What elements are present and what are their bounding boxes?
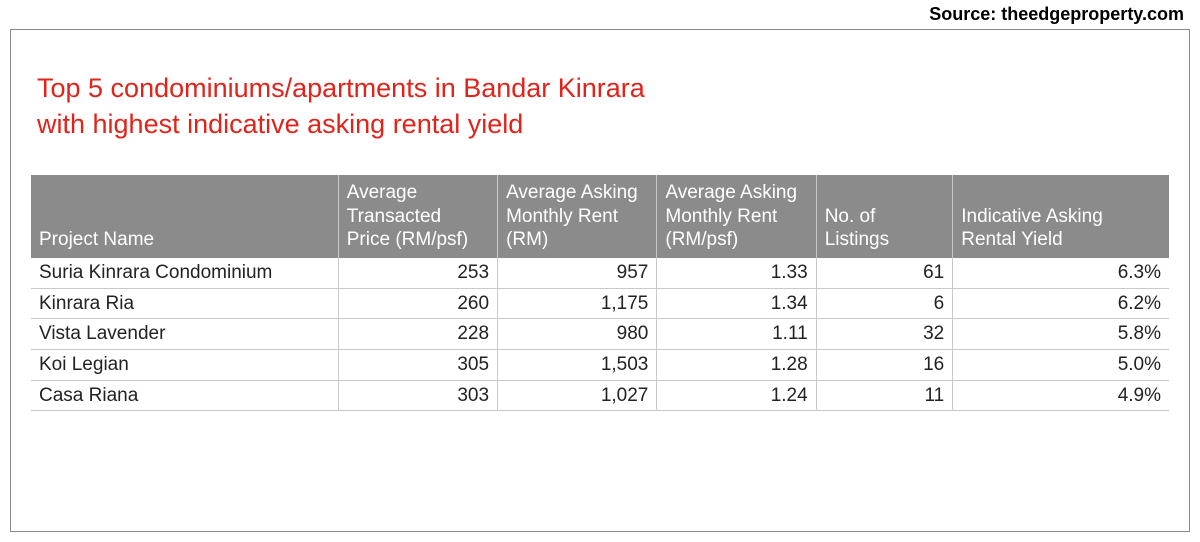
col-avg-rent-psf: Average Asking Monthly Rent (RM/psf) bbox=[657, 175, 816, 258]
col-avg-rent: Average Asking Monthly Rent (RM) bbox=[498, 175, 657, 258]
table-row: Suria Kinrara Condominium 253 957 1.33 6… bbox=[31, 258, 1169, 288]
cell-rent: 1,503 bbox=[498, 350, 657, 381]
table-header-row: Project Name Average Transacted Price (R… bbox=[31, 175, 1169, 258]
col-listings: No. of Listings bbox=[816, 175, 953, 258]
cell-yield: 6.2% bbox=[953, 288, 1169, 319]
table-body: Suria Kinrara Condominium 253 957 1.33 6… bbox=[31, 258, 1169, 411]
cell-name: Vista Lavender bbox=[31, 319, 338, 350]
cell-psf: 1.28 bbox=[657, 350, 816, 381]
col-yield: Indicative Asking Rental Yield bbox=[953, 175, 1169, 258]
rental-yield-table: Project Name Average Transacted Price (R… bbox=[31, 175, 1169, 411]
table-row: Casa Riana 303 1,027 1.24 11 4.9% bbox=[31, 380, 1169, 411]
chart-title: Top 5 condominiums/apartments in Bandar … bbox=[37, 70, 1169, 143]
col-avg-price: Average Transacted Price (RM/psf) bbox=[338, 175, 497, 258]
cell-listings: 16 bbox=[816, 350, 953, 381]
cell-yield: 6.3% bbox=[953, 258, 1169, 288]
cell-price: 303 bbox=[338, 380, 497, 411]
cell-name: Kinrara Ria bbox=[31, 288, 338, 319]
cell-psf: 1.24 bbox=[657, 380, 816, 411]
title-line-1: Top 5 condominiums/apartments in Bandar … bbox=[37, 73, 645, 103]
cell-psf: 1.11 bbox=[657, 319, 816, 350]
cell-yield: 4.9% bbox=[953, 380, 1169, 411]
table-row: Koi Legian 305 1,503 1.28 16 5.0% bbox=[31, 350, 1169, 381]
cell-name: Casa Riana bbox=[31, 380, 338, 411]
cell-yield: 5.0% bbox=[953, 350, 1169, 381]
cell-price: 228 bbox=[338, 319, 497, 350]
source-attribution: Source: theedgeproperty.com bbox=[0, 0, 1200, 29]
cell-psf: 1.34 bbox=[657, 288, 816, 319]
cell-rent: 1,027 bbox=[498, 380, 657, 411]
cell-listings: 32 bbox=[816, 319, 953, 350]
cell-listings: 11 bbox=[816, 380, 953, 411]
cell-name: Koi Legian bbox=[31, 350, 338, 381]
table-row: Vista Lavender 228 980 1.11 32 5.8% bbox=[31, 319, 1169, 350]
cell-rent: 957 bbox=[498, 258, 657, 288]
cell-psf: 1.33 bbox=[657, 258, 816, 288]
cell-yield: 5.8% bbox=[953, 319, 1169, 350]
cell-rent: 1,175 bbox=[498, 288, 657, 319]
cell-price: 305 bbox=[338, 350, 497, 381]
title-line-2: with highest indicative asking rental yi… bbox=[37, 109, 523, 139]
cell-price: 260 bbox=[338, 288, 497, 319]
cell-rent: 980 bbox=[498, 319, 657, 350]
content-frame: Top 5 condominiums/apartments in Bandar … bbox=[10, 29, 1190, 532]
col-project-name: Project Name bbox=[31, 175, 338, 258]
cell-listings: 61 bbox=[816, 258, 953, 288]
cell-price: 253 bbox=[338, 258, 497, 288]
cell-listings: 6 bbox=[816, 288, 953, 319]
cell-name: Suria Kinrara Condominium bbox=[31, 258, 338, 288]
table-row: Kinrara Ria 260 1,175 1.34 6 6.2% bbox=[31, 288, 1169, 319]
